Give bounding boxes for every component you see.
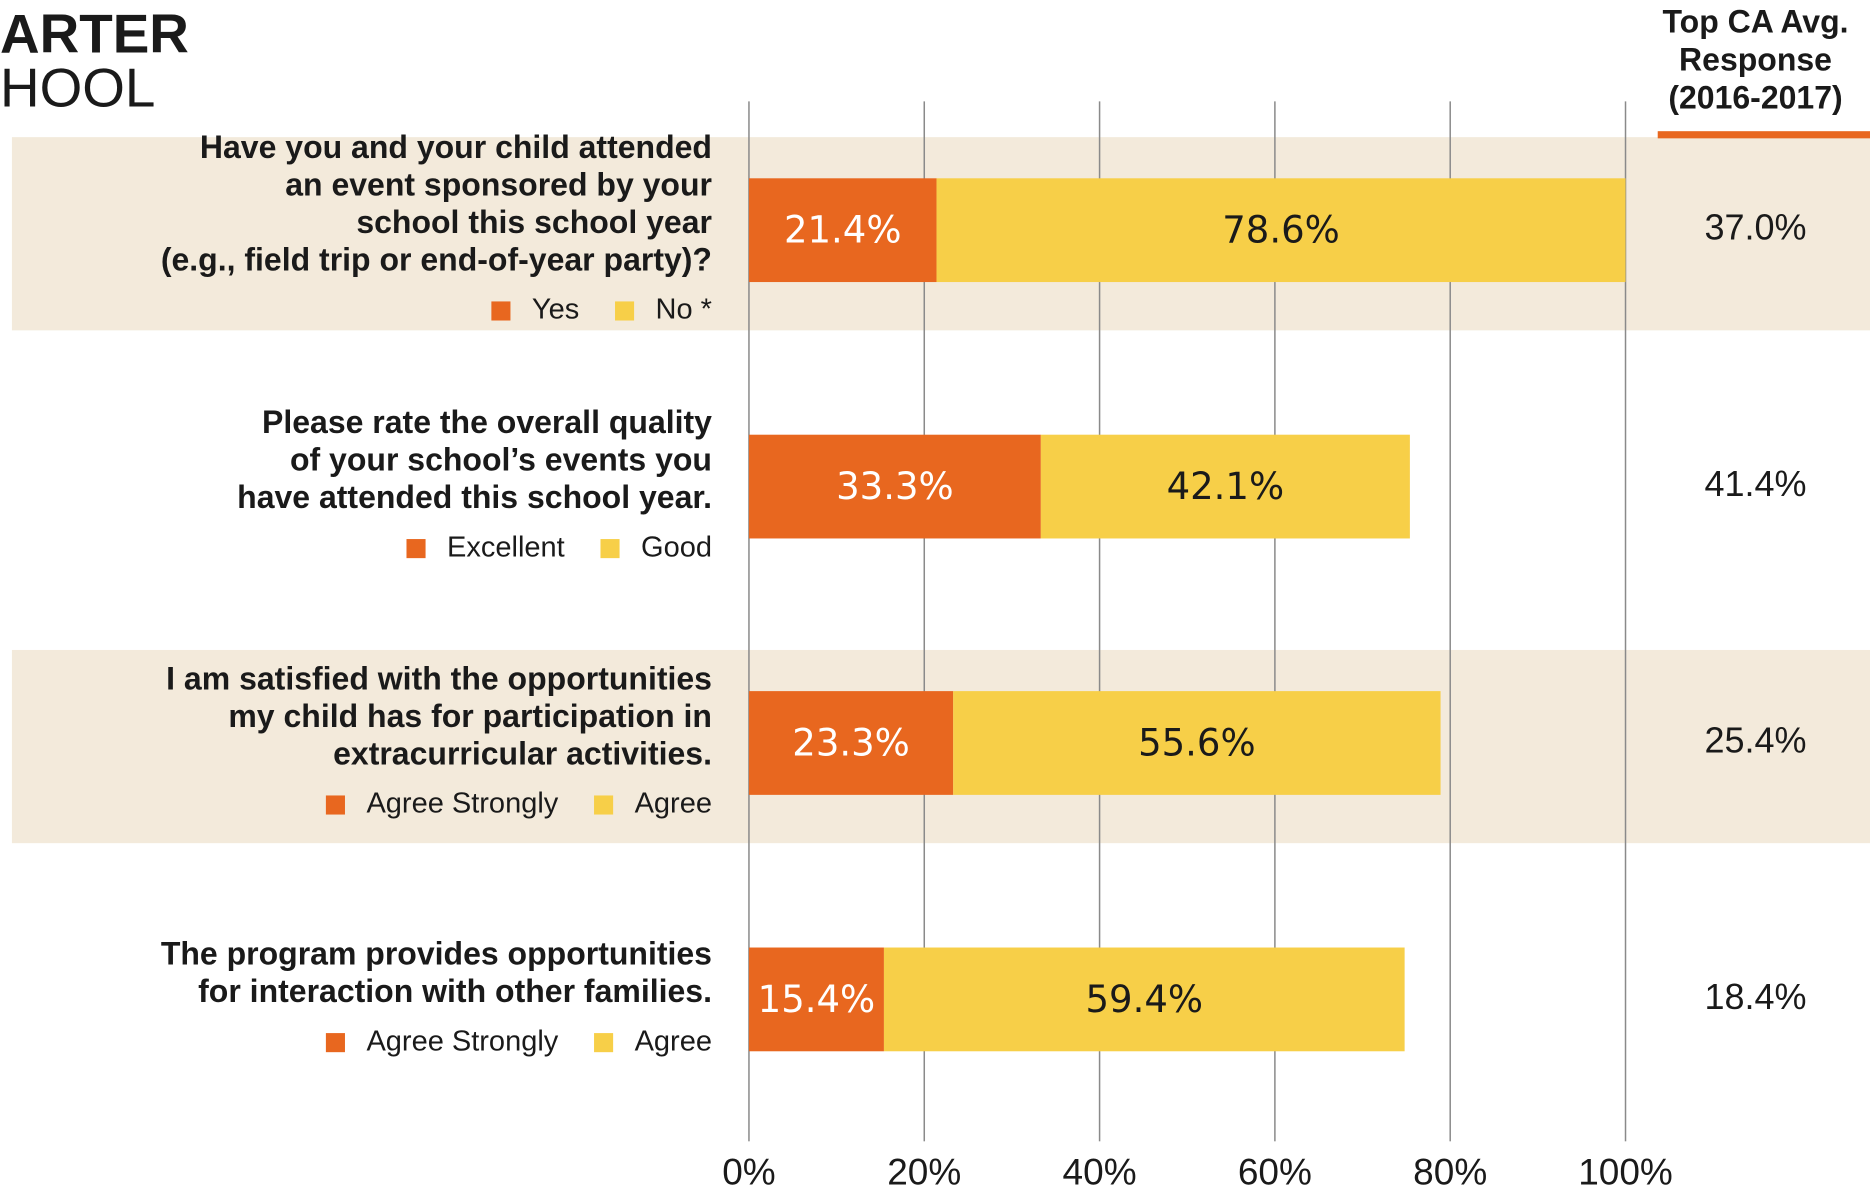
question-text: (e.g., field trip or end-of-year party)?: [161, 242, 712, 278]
avg-header: Top CA Avg.: [1662, 3, 1848, 39]
question-text: extracurricular activities.: [333, 736, 712, 772]
question-text: an event sponsored by your: [285, 166, 712, 202]
legend-swatch: [600, 539, 620, 559]
question-text: have attended this school year.: [237, 479, 712, 515]
legend-swatch: [325, 1033, 345, 1053]
bar-value-label: 78.6%: [1222, 209, 1340, 252]
bar-value-label: 23.3%: [792, 721, 910, 764]
question-text: for interaction with other families.: [198, 973, 712, 1009]
bar-segment: [1040, 434, 1410, 539]
question-text: The program provides opportunities: [161, 936, 712, 972]
bar-segment: [748, 691, 954, 795]
bar-value-label: 15.4%: [758, 978, 876, 1021]
bar-segment: [953, 691, 1441, 795]
legend-label: Excellent: [447, 531, 565, 563]
x-tick-label: 80%: [1413, 1151, 1487, 1192]
avg-value: 25.4%: [1704, 720, 1806, 761]
avg-value: 41.4%: [1704, 463, 1806, 504]
x-tick-label: 20%: [887, 1151, 961, 1192]
bar-value-label: 42.1%: [1167, 465, 1285, 508]
bar-value-label: 59.4%: [1086, 978, 1204, 1021]
legend-label: Agree: [635, 1025, 712, 1057]
x-tick-label: 0%: [722, 1151, 775, 1192]
avg-value: 37.0%: [1704, 207, 1806, 248]
bar-value-label: 33.3%: [836, 465, 954, 508]
legend-label: Good: [641, 531, 712, 563]
bar-segment: [748, 178, 937, 283]
legend-label: Agree Strongly: [366, 1025, 558, 1057]
legend-swatch: [594, 795, 614, 815]
legend-swatch: [491, 301, 511, 321]
avg-value: 18.4%: [1704, 976, 1806, 1017]
question-text: Please rate the overall quality: [262, 404, 712, 440]
legend-swatch: [406, 539, 426, 559]
bar-segment: [936, 178, 1626, 283]
avg-header: Response: [1679, 41, 1832, 77]
question-text: Have you and your child attended: [200, 129, 712, 165]
bar-segment: [748, 434, 1041, 539]
legend-label: No *: [656, 294, 712, 326]
x-tick-label: 60%: [1238, 1151, 1312, 1192]
logo-text: ARTER: [0, 3, 189, 65]
question-text: my child has for participation in: [228, 698, 712, 734]
legend-label: Agree: [635, 788, 712, 820]
question-text: of your school’s events you: [290, 442, 712, 478]
question-text: I am satisfied with the opportunities: [166, 660, 712, 696]
question-text: school this school year: [356, 204, 712, 240]
x-tick-label: 100%: [1578, 1151, 1673, 1192]
legend-label: Yes: [532, 294, 579, 326]
header-underline: [1657, 131, 1870, 139]
bar-value-label: 55.6%: [1138, 721, 1256, 764]
legend-swatch: [615, 301, 635, 321]
legend-swatch: [325, 795, 345, 815]
legend-label: Agree Strongly: [366, 788, 558, 820]
x-tick-label: 40%: [1063, 1151, 1137, 1192]
bar-segment: [748, 947, 884, 1052]
bar-value-label: 21.4%: [784, 209, 902, 252]
legend-swatch: [594, 1033, 614, 1053]
logo-text: HOOL: [0, 56, 155, 118]
avg-header: (2016-2017): [1668, 80, 1842, 116]
bar-segment: [883, 947, 1405, 1052]
